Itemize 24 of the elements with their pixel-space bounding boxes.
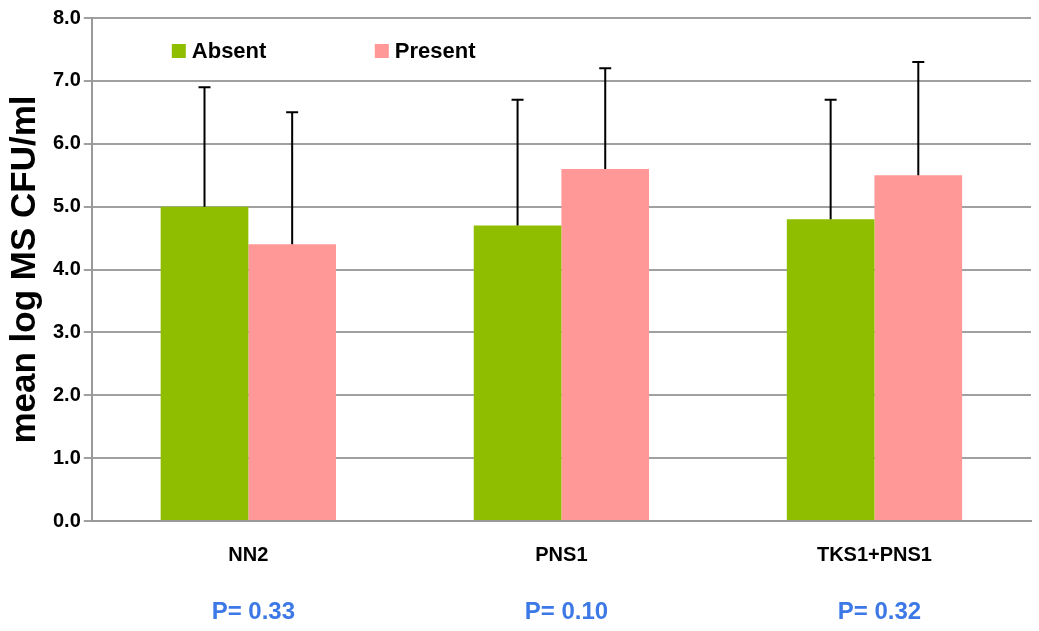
bar bbox=[160, 206, 249, 520]
y-tick-label: 7.0 bbox=[52, 68, 81, 91]
legend-label: Present bbox=[394, 38, 477, 64]
text: P= 0.32 bbox=[837, 596, 922, 624]
y-tick-label: 1.0 bbox=[52, 445, 81, 468]
text: P= 0.10 bbox=[524, 596, 609, 624]
bar bbox=[786, 219, 875, 520]
x-tick-label: TKS1+PNS1 bbox=[816, 542, 932, 565]
y-tick-label: 6.0 bbox=[52, 131, 81, 154]
y-tick-label: 3.0 bbox=[52, 319, 81, 342]
bar bbox=[874, 175, 963, 520]
text: P= 0.33 bbox=[211, 596, 296, 624]
y-axis-title: mean log MS CFU/ml bbox=[2, 95, 42, 444]
y-tick-label: 4.0 bbox=[52, 257, 81, 280]
y-tick-label: 8.0 bbox=[52, 5, 81, 28]
x-tick-label: PNS1 bbox=[535, 542, 588, 565]
y-tick-label: 0.0 bbox=[52, 508, 81, 531]
legend-label: Absent bbox=[191, 38, 268, 64]
bar bbox=[248, 244, 336, 520]
bar bbox=[561, 168, 650, 520]
y-tick-label: 5.0 bbox=[52, 194, 81, 217]
y-tick-label: 2.0 bbox=[52, 382, 81, 405]
x-tick-label: NN2 bbox=[228, 542, 269, 565]
bar bbox=[473, 225, 562, 520]
